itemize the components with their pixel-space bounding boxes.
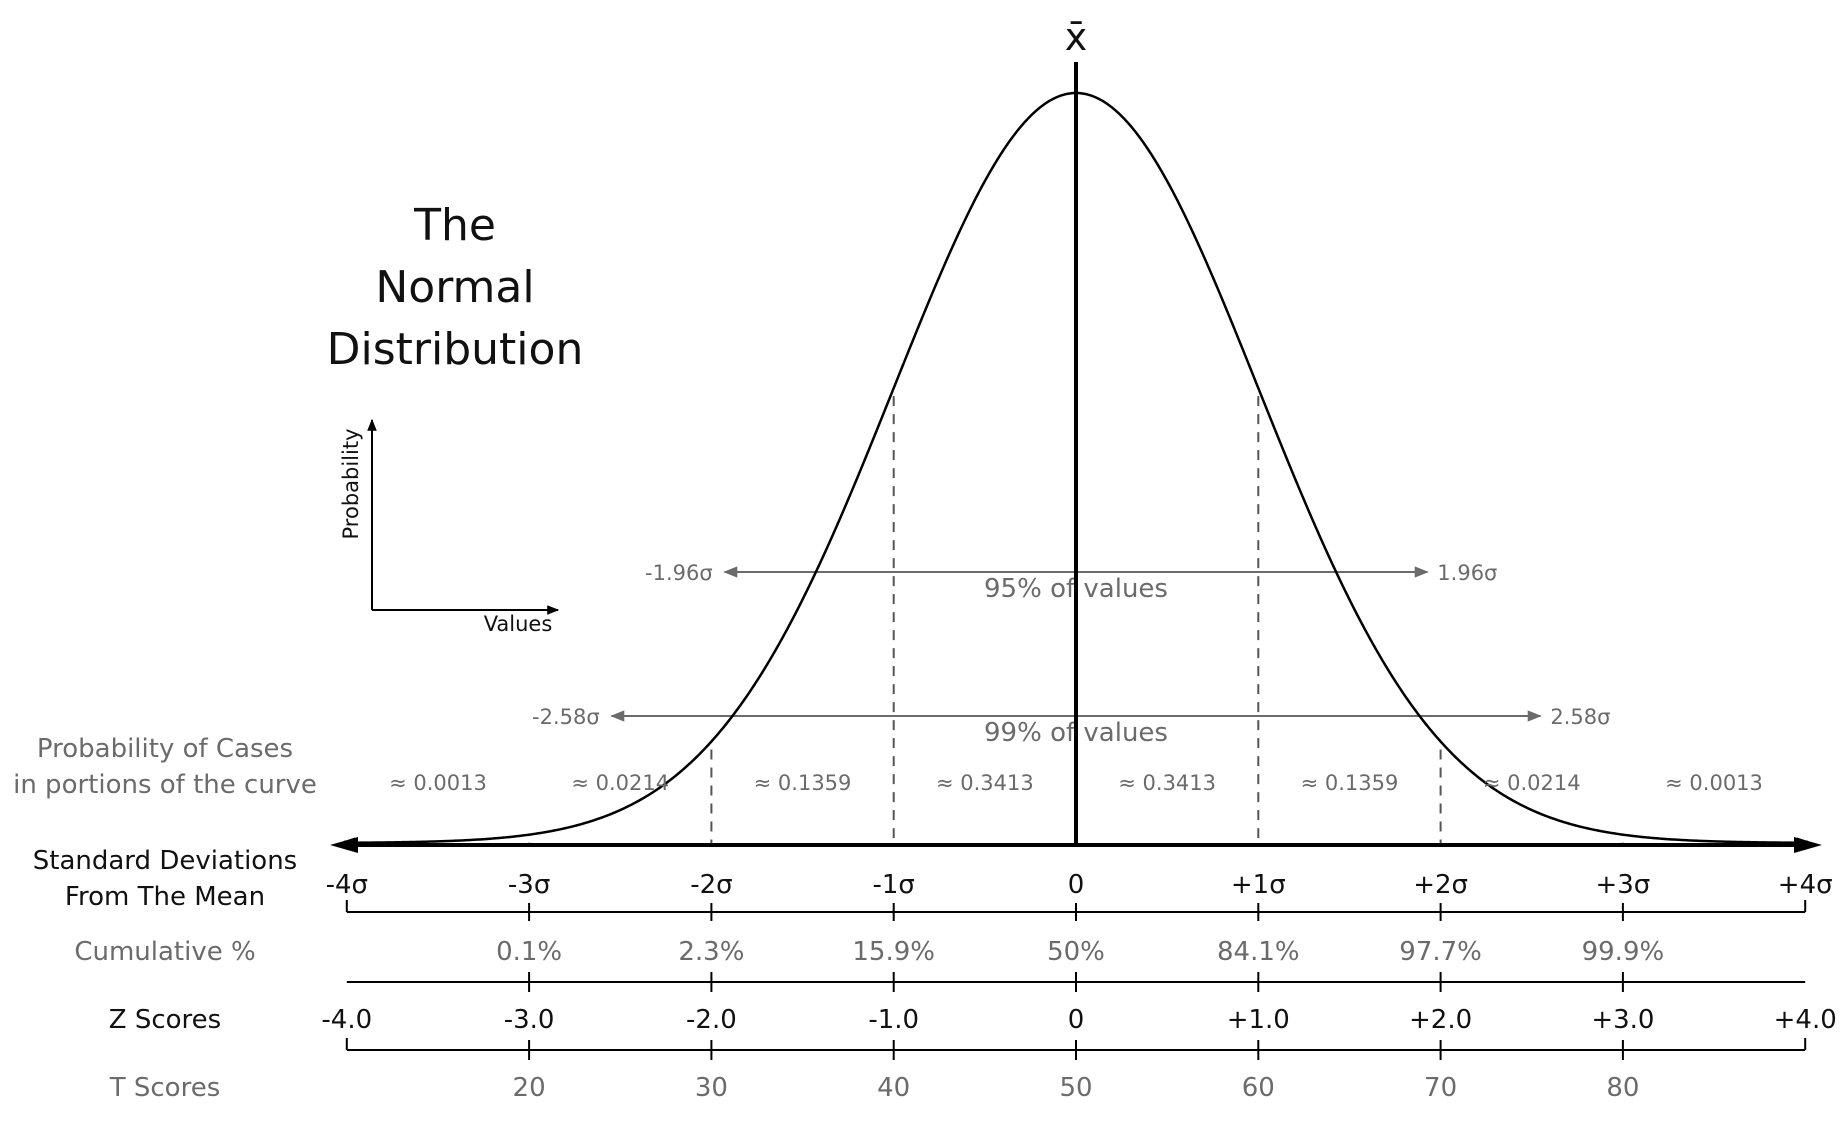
interval-right-label: 1.96σ bbox=[1437, 561, 1497, 585]
z-score-value: -3.0 bbox=[504, 1005, 555, 1035]
cumulative-label: Cumulative % bbox=[74, 937, 255, 967]
score-scales: -4σ -3σ -2σ -1σ 0 +1σ +2σ +3σ +4σ 0.1% 2.3% 15.9% 50… bbox=[321, 870, 1836, 1103]
probability-label-line-1: Probability of Cases bbox=[37, 734, 293, 764]
t-score-value: 40 bbox=[877, 1073, 910, 1103]
legend-y-label: Probability bbox=[339, 428, 363, 539]
baseline-axis bbox=[330, 837, 1822, 853]
proportion-label: ≈ 0.0013 bbox=[389, 771, 487, 795]
z-score-value: +4.0 bbox=[1774, 1005, 1837, 1035]
t-score-value: 20 bbox=[513, 1073, 546, 1103]
z-score-value: +2.0 bbox=[1409, 1005, 1472, 1035]
t-score-value: 60 bbox=[1242, 1073, 1275, 1103]
title-line-1: The bbox=[413, 200, 496, 251]
std-label-line-2: From The Mean bbox=[65, 882, 265, 912]
probability-label-line-2: in portions of the curve bbox=[13, 770, 317, 800]
z-score-value: +3.0 bbox=[1591, 1005, 1654, 1035]
cumulative-value: 50% bbox=[1047, 937, 1105, 967]
z-score-value: +1.0 bbox=[1227, 1005, 1290, 1035]
cumulative-value: 99.9% bbox=[1582, 937, 1665, 967]
sd-tick-label: -1σ bbox=[872, 870, 914, 900]
sd-tick-label: +4σ bbox=[1778, 870, 1833, 900]
cumulative-bracket bbox=[346, 972, 1806, 992]
z-bracket bbox=[345, 1038, 1807, 1060]
curve-tail-arrow-right bbox=[1790, 837, 1810, 848]
proportion-label: ≈ 0.1359 bbox=[754, 771, 852, 795]
z-score-value: -4.0 bbox=[321, 1005, 372, 1035]
interval-left-label: -1.96σ bbox=[645, 561, 713, 585]
z-score-value: 0 bbox=[1068, 1005, 1085, 1035]
z-scores-label: Z Scores bbox=[109, 1005, 221, 1035]
sd-tick-label: -2σ bbox=[690, 870, 732, 900]
title-line-3: Distribution bbox=[327, 324, 584, 375]
t-scores-label: T Scores bbox=[109, 1073, 221, 1103]
sd-tick-label: +2σ bbox=[1413, 870, 1468, 900]
cumulative-value: 97.7% bbox=[1399, 937, 1482, 967]
proportion-label: ≈ 0.3413 bbox=[936, 771, 1034, 795]
t-score-value: 50 bbox=[1059, 1073, 1092, 1103]
interval-right-label: 2.58σ bbox=[1550, 705, 1610, 729]
sd-tick-label: -3σ bbox=[508, 870, 550, 900]
mean-symbol: x̄ bbox=[1065, 15, 1088, 59]
proportion-label: ≈ 0.1359 bbox=[1301, 771, 1399, 795]
interval-left-label: -2.58σ bbox=[532, 705, 600, 729]
t-score-value: 80 bbox=[1606, 1073, 1639, 1103]
sd-tick-label: +1σ bbox=[1231, 870, 1286, 900]
sd-tick-label: +3σ bbox=[1595, 870, 1650, 900]
std-label-line-1: Standard Deviations bbox=[33, 846, 297, 876]
z-score-value: -2.0 bbox=[686, 1005, 737, 1035]
sd-tick-label: -4σ bbox=[326, 870, 368, 900]
legend-x-label: Values bbox=[484, 612, 553, 636]
cumulative-value: 0.1% bbox=[496, 937, 562, 967]
t-score-value: 30 bbox=[695, 1073, 728, 1103]
axes-legend: Probability Values bbox=[339, 418, 560, 636]
cumulative-value: 2.3% bbox=[678, 937, 744, 967]
sd-tick-label: 0 bbox=[1068, 870, 1085, 900]
proportion-label: ≈ 0.3413 bbox=[1118, 771, 1216, 795]
cumulative-value: 15.9% bbox=[852, 937, 935, 967]
proportion-labels: ≈ 0.0013 ≈ 0.0214 ≈ 0.1359 ≈ 0.3413 ≈ 0.3413… bbox=[389, 771, 1763, 795]
proportion-label: ≈ 0.0214 bbox=[571, 771, 669, 795]
sd-bracket bbox=[345, 900, 1807, 921]
cumulative-value: 84.1% bbox=[1217, 937, 1300, 967]
proportion-label: ≈ 0.0214 bbox=[1483, 771, 1581, 795]
baseline-arrow-right bbox=[1794, 837, 1822, 853]
z-score-value: -1.0 bbox=[868, 1005, 919, 1035]
proportion-label: ≈ 0.0013 bbox=[1665, 771, 1763, 795]
curve-tail-arrow-left bbox=[342, 837, 362, 848]
t-score-value: 70 bbox=[1424, 1073, 1457, 1103]
title-line-2: Normal bbox=[375, 262, 534, 313]
baseline-arrow-left bbox=[330, 837, 358, 853]
